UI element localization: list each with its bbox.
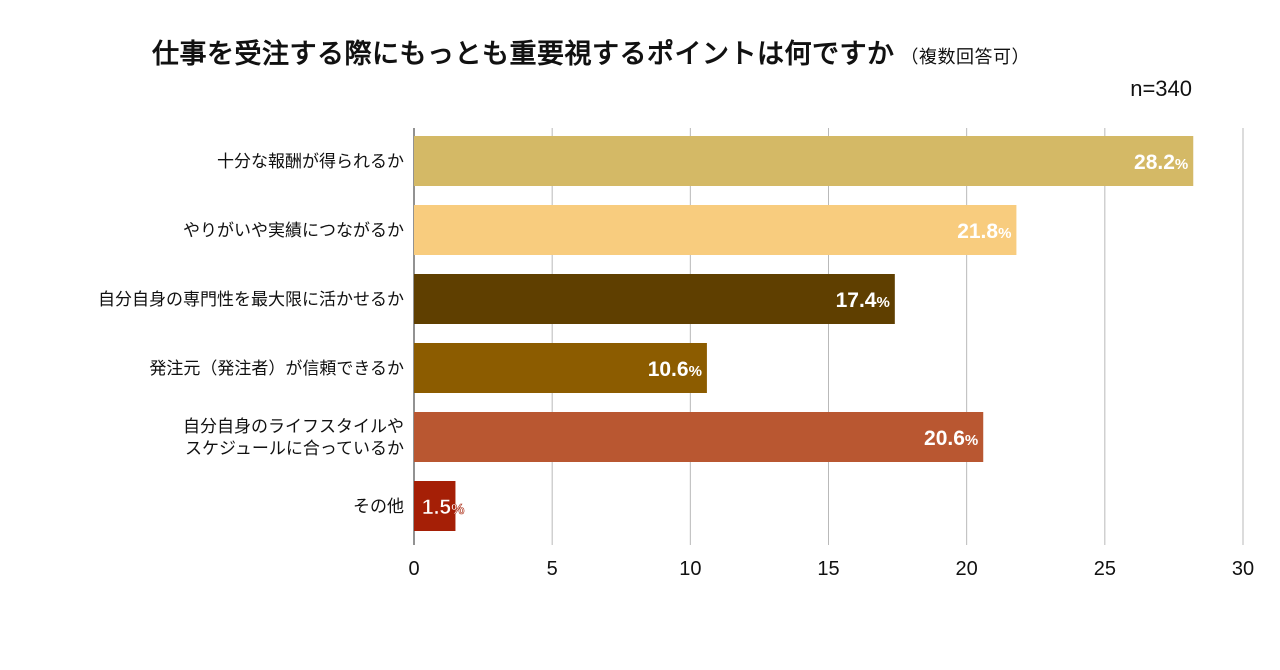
category-label: 十分な報酬が得られるか <box>217 152 404 172</box>
bar <box>414 481 456 531</box>
data-label-unit: % <box>451 501 464 518</box>
data-label: 1.5% <box>422 496 465 519</box>
data-label-value: 28.2 <box>1134 151 1175 174</box>
bar <box>414 343 707 393</box>
category-label: 発注元（発注者）が信頼できるか <box>149 359 404 379</box>
bars: 28.2%21.8%17.4%10.6%20.6%1.5% <box>414 136 1194 531</box>
x-tick-label: 0 <box>408 558 419 580</box>
bar <box>414 136 1194 186</box>
data-label-unit: % <box>965 432 978 449</box>
x-axis: 0 5 10 15 20 25 30 <box>408 558 1254 580</box>
category-label: スケジュールに合っているか <box>185 439 404 459</box>
data-label-value: 10.6 <box>648 358 689 381</box>
sample-size-label: n=340 <box>1130 76 1192 101</box>
bar <box>414 412 984 462</box>
category-labels: 十分な報酬が得られるかやりがいや実績につながるか自分自身の専門性を最大限に活かせ… <box>98 152 404 517</box>
x-tick-label: 20 <box>956 558 978 580</box>
x-tick-label: 30 <box>1232 558 1254 580</box>
data-label-value: 1.5 <box>422 496 452 519</box>
title-text: 仕事を受注する際にもっとも重要視するポイントは何ですか <box>152 39 895 70</box>
data-label-unit: % <box>998 225 1011 242</box>
category-label: その他 <box>353 497 404 517</box>
data-label: 20.6% <box>924 427 978 450</box>
data-label-unit: % <box>689 363 702 380</box>
data-label-unit: % <box>1175 156 1188 173</box>
x-tick-label: 10 <box>679 558 701 580</box>
x-tick-label: 25 <box>1094 558 1116 580</box>
bar <box>414 274 895 324</box>
category-label: 自分自身の専門性を最大限に活かせるか <box>98 290 404 310</box>
data-label: 21.8% <box>957 220 1011 243</box>
data-label-value: 17.4 <box>836 289 877 312</box>
x-tick-label: 15 <box>817 558 839 580</box>
data-label: 10.6% <box>648 358 702 381</box>
x-tick-label: 5 <box>547 558 558 580</box>
category-label: 自分自身のライフスタイルや <box>183 417 404 437</box>
data-label: 17.4% <box>836 289 890 312</box>
category-label: やりがいや実績につながるか <box>183 221 404 241</box>
data-label-value: 20.6 <box>924 427 965 450</box>
data-label: 28.2% <box>1134 151 1188 174</box>
bar <box>414 205 1017 255</box>
data-label-unit: % <box>876 294 889 311</box>
gridlines <box>413 128 1244 545</box>
data-label-value: 21.8 <box>957 220 998 243</box>
chart-title: 仕事を受注する際にもっとも重要視するポイントは何ですか （複数回答可） <box>152 32 1030 71</box>
subtitle-text: （複数回答可） <box>900 47 1030 68</box>
